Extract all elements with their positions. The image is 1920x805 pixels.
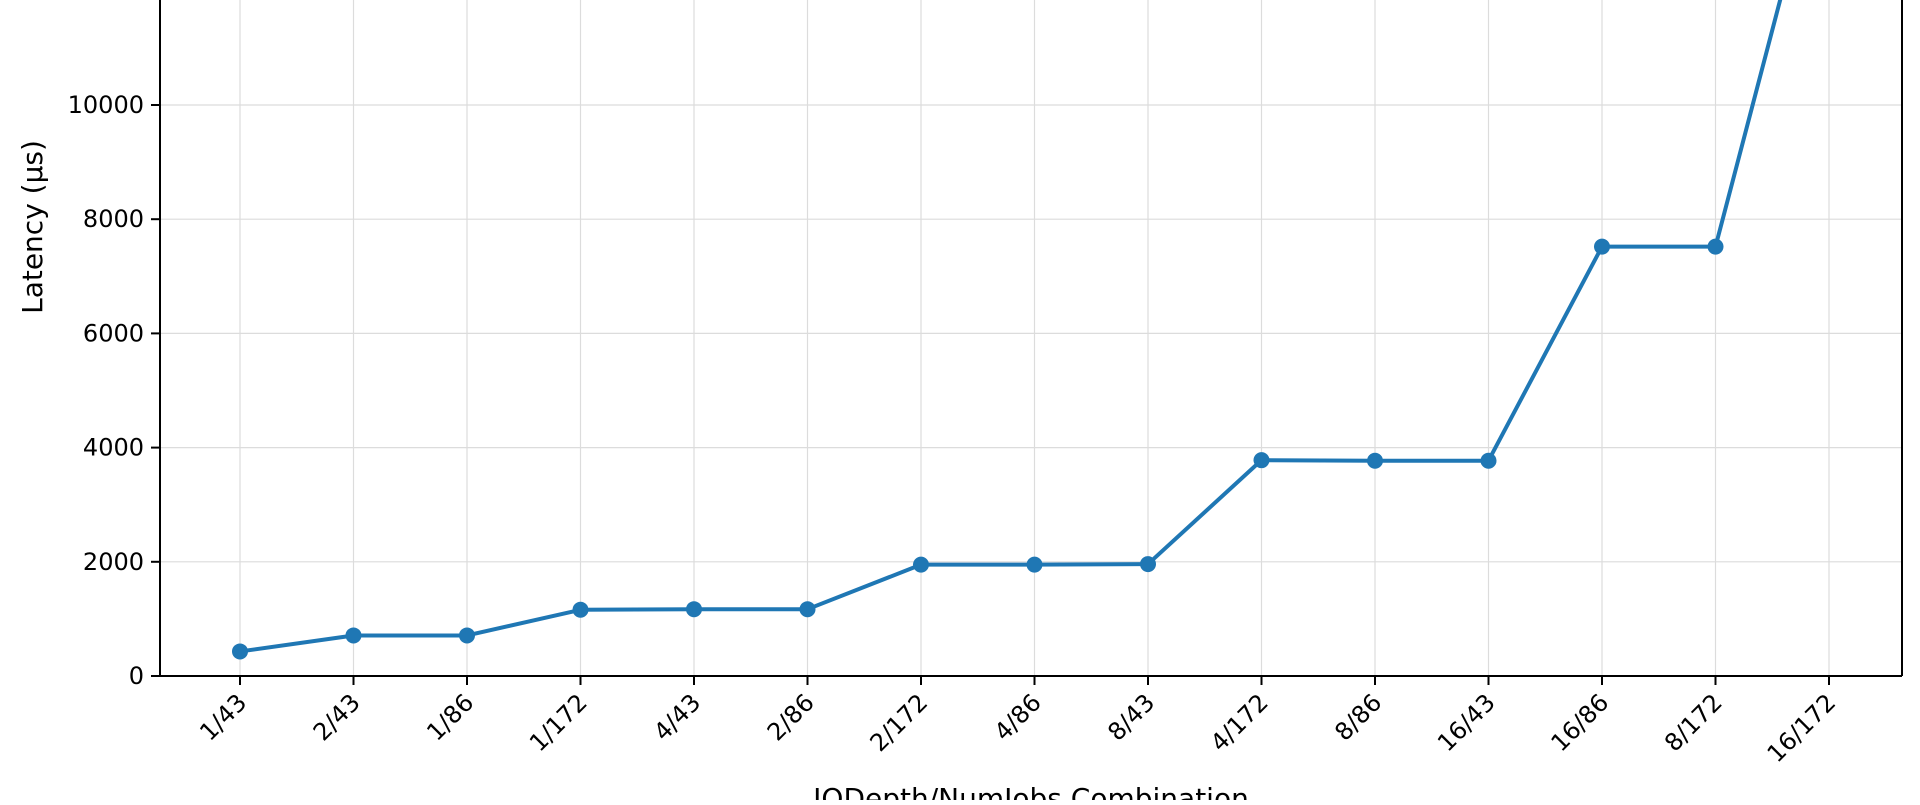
y-tick-label: 8000 [83, 205, 144, 233]
x-tick-label: 8/43 [1102, 688, 1160, 746]
data-point [686, 601, 702, 618]
y-tick-label: 2000 [83, 548, 144, 576]
x-tick-label: 1/172 [524, 688, 593, 757]
y-tick-label: 10000 [68, 91, 144, 119]
data-point [1480, 452, 1497, 469]
data-point [232, 643, 248, 660]
data-point [1253, 452, 1270, 469]
x-tick-label: 8/86 [1329, 688, 1387, 746]
y-tick-label: 0 [129, 662, 144, 690]
x-tick-label: 16/172 [1762, 688, 1842, 768]
data-point [1140, 556, 1156, 573]
label-layer: 0 2000 4000 6000 8000 10000 12000 1/43 2/43 1/86 1… [16, 0, 1842, 805]
x-tick-label: 2/43 [308, 688, 366, 746]
y-axis-label: Latency (µs) [16, 140, 49, 314]
x-tick-label: 2/86 [762, 688, 820, 746]
x-tick-label: 4/172 [1205, 688, 1274, 757]
y-tick-label: 12000 [68, 0, 144, 5]
data-point [1026, 556, 1043, 573]
x-tick-label: 2/172 [865, 688, 934, 757]
axes-layer [151, 0, 1903, 685]
data-point [1707, 238, 1724, 255]
y-tick-label: 4000 [83, 434, 144, 462]
grid-layer [160, 0, 1902, 677]
x-tick-label: 4/86 [989, 688, 1047, 746]
y-tick-label: 6000 [83, 319, 144, 347]
data-point [913, 556, 929, 573]
x-tick-label: 8/172 [1659, 688, 1728, 757]
x-tick-label: 4/43 [648, 688, 706, 746]
data-point [1594, 238, 1610, 255]
x-tick-label: 16/86 [1546, 688, 1615, 757]
data-point [345, 627, 362, 644]
data-point [1367, 452, 1383, 469]
x-tick-label: 1/86 [421, 688, 479, 746]
x-tick-label: 16/43 [1432, 688, 1501, 757]
x-axis-label: IODepth/NumJobs Combination [813, 782, 1249, 800]
series-layer [232, 0, 1783, 660]
data-point [459, 627, 475, 644]
x-tick-label: 1/43 [194, 688, 252, 746]
data-point [572, 601, 589, 618]
data-point [799, 601, 816, 618]
